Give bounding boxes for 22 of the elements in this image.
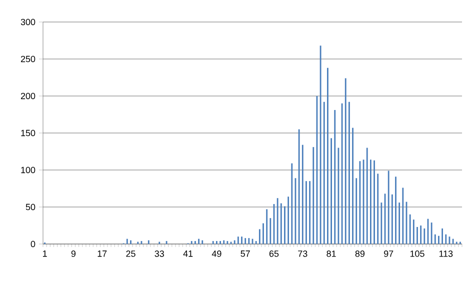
x-tick-label: 65 xyxy=(269,250,279,257)
y-tick-label: 150 xyxy=(21,130,36,136)
y-tick-label: 300 xyxy=(20,18,36,26)
x-tick-label: 105 xyxy=(410,250,424,257)
y-tick-label: 200 xyxy=(20,92,36,100)
x-tick-label: 81 xyxy=(326,250,336,257)
x-tick-label: 1 xyxy=(42,250,47,257)
y-tick-label: 50 xyxy=(26,204,36,210)
x-tick-label: 113 xyxy=(439,250,453,257)
y-tick-label: 100 xyxy=(21,166,36,174)
y-tick-label: 0 xyxy=(30,240,36,248)
x-tick-label: 17 xyxy=(98,250,107,257)
y-tick-label: 250 xyxy=(20,56,36,62)
x-tick-label: 57 xyxy=(240,250,250,257)
x-tick-label: 25 xyxy=(126,250,136,257)
x-tick-label: 41 xyxy=(183,250,193,257)
x-tick-label: 89 xyxy=(355,250,364,257)
x-tick-label: 49 xyxy=(212,250,222,257)
x-tick-label: 73 xyxy=(298,250,308,257)
x-tick-label: 9 xyxy=(71,250,76,257)
x-tick-label: 97 xyxy=(384,250,394,257)
x-tick-label: 33 xyxy=(154,250,164,257)
